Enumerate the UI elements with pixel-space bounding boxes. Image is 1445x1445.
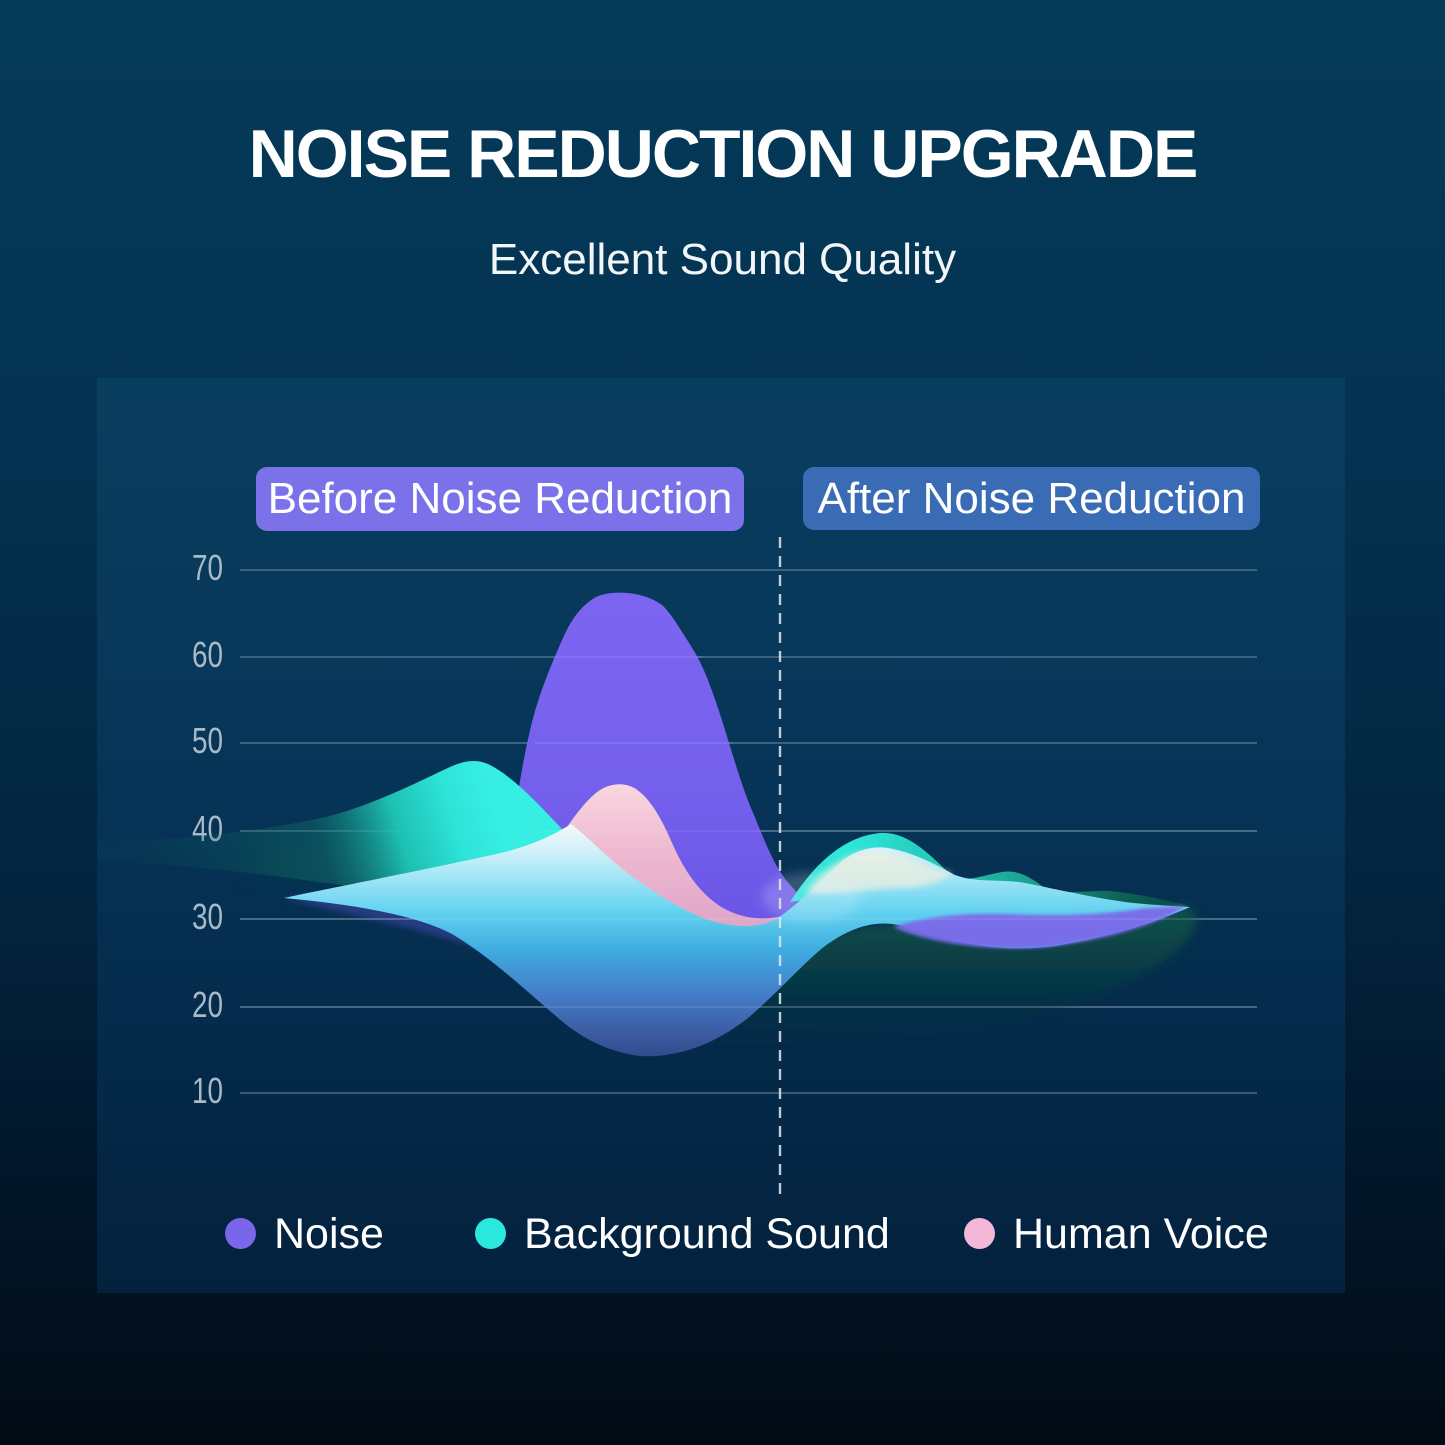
svg-text:50: 50: [192, 720, 223, 761]
svg-text:70: 70: [192, 547, 223, 588]
svg-text:10: 10: [192, 1070, 223, 1111]
svg-text:60: 60: [192, 634, 223, 675]
svg-text:20: 20: [192, 984, 223, 1025]
svg-text:30: 30: [192, 896, 223, 937]
